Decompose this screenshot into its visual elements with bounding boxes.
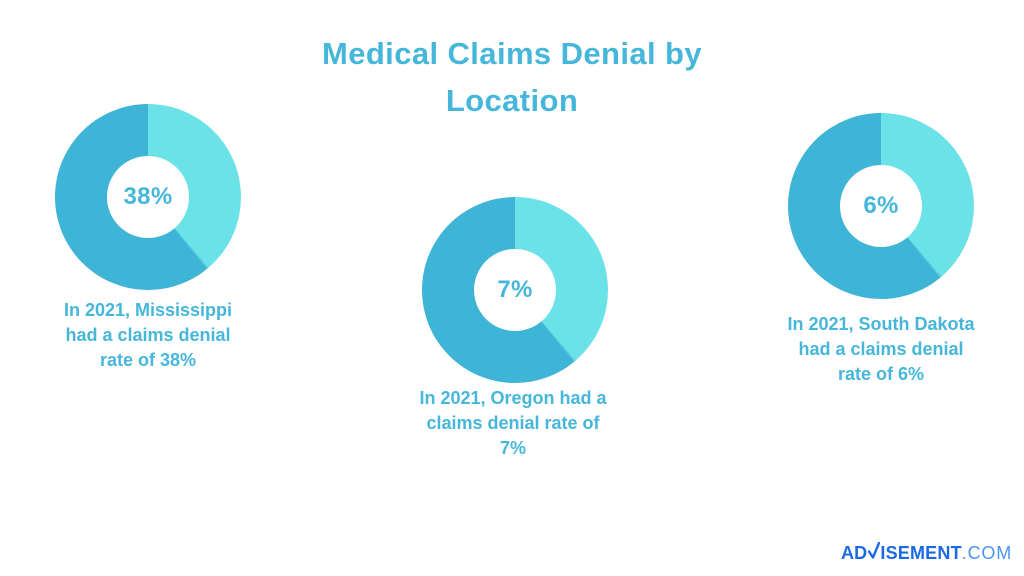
donut-hole-mississippi: 38% [107, 156, 189, 238]
donut-center-label-south-dakota: 6% [863, 192, 899, 219]
caption-line: had a claims denial [65, 325, 231, 345]
donut-center-label-oregon: 7% [497, 276, 533, 303]
logo-text-ad: AD [840, 543, 868, 563]
donut-center-label-mississippi: 38% [123, 183, 173, 210]
logo-text-com: .COM [961, 543, 1012, 563]
donut-caption-south-dakota: In 2021, South Dakota had a claims denia… [766, 312, 996, 387]
donut-chart-mississippi: 38% [55, 104, 241, 290]
caption-line: 7% [499, 438, 526, 458]
chart-title: Medical Claims Denial by Location [0, 30, 1024, 124]
donut-hole-south-dakota: 6% [840, 165, 922, 247]
caption-line: In 2021, Oregon had a [419, 388, 607, 408]
donut-caption-oregon: In 2021, Oregon had a claims denial rate… [398, 386, 628, 461]
donut-chart-oregon: 7% [422, 197, 608, 383]
caption-line: had a claims denial [798, 339, 964, 359]
donut-caption-mississippi: In 2021, Mississippi had a claims denial… [33, 298, 263, 373]
checkmark-v-icon [867, 541, 881, 564]
chart-title-line-1: Medical Claims Denial by [321, 36, 702, 71]
caption-line: claims denial rate of [426, 413, 600, 433]
donut-hole-oregon: 7% [474, 249, 556, 331]
chart-title-line-2: Location [445, 83, 579, 118]
logo-text-isement: ISEMENT [880, 543, 962, 563]
caption-line: rate of 6% [837, 364, 925, 384]
caption-line: rate of 38% [99, 350, 197, 370]
advisement-logo: AD ISEMENT.COM [840, 541, 1012, 564]
donut-chart-south-dakota: 6% [788, 113, 974, 299]
caption-line: In 2021, South Dakota [787, 314, 975, 334]
caption-line: In 2021, Mississippi [63, 300, 233, 320]
